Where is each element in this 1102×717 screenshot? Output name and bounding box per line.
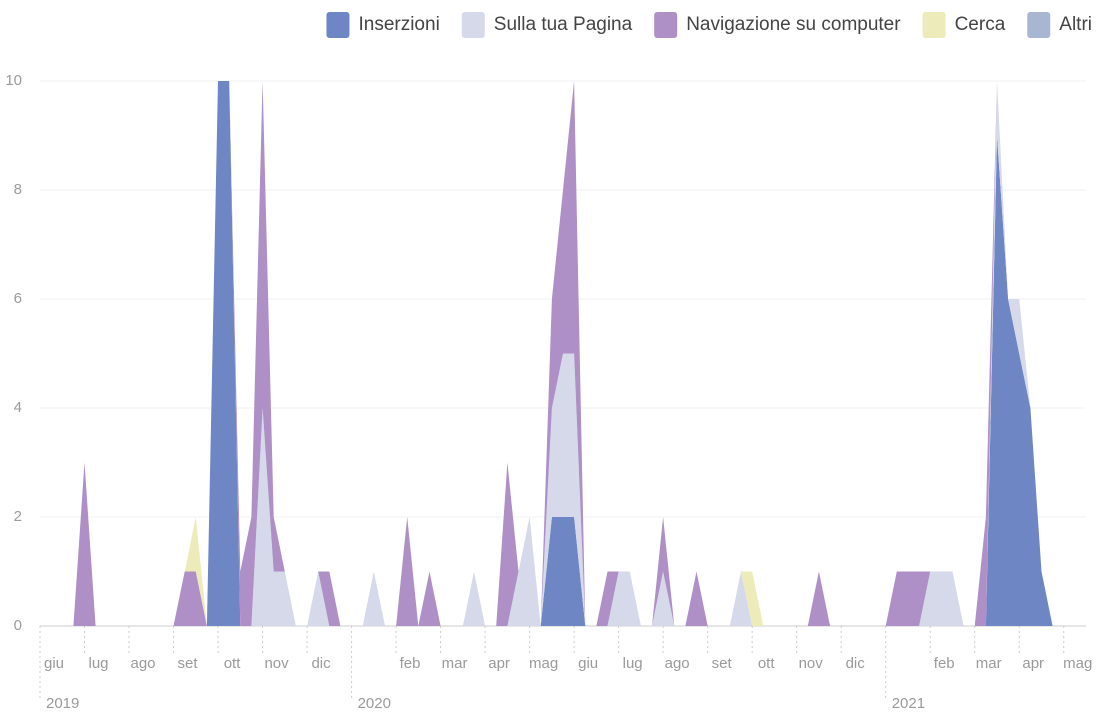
x-tick-label: mar [976, 655, 1002, 672]
legend-label: Altri [1059, 14, 1092, 35]
x-tick-label: feb [934, 655, 955, 672]
x-tick-label: ott [758, 655, 776, 672]
area [40, 81, 1075, 626]
legend-swatch [922, 12, 946, 38]
legend-swatch [1027, 12, 1051, 38]
x-tick-label: dic [311, 655, 331, 672]
legend-label: Sulla tua Pagina [494, 14, 633, 35]
x-tick-label: giu [44, 655, 64, 672]
legend-swatch [654, 12, 678, 38]
x-tick-label: lug [88, 655, 108, 672]
x-tick-label: nov [264, 655, 289, 672]
y-tick-label: 6 [14, 290, 22, 307]
x-tick-label: apr [488, 655, 510, 672]
x-tick-label: set [712, 655, 733, 672]
y-tick-label: 2 [14, 508, 22, 525]
x-tick-label: nov [799, 655, 824, 672]
x-tick-label: apr [1022, 655, 1044, 672]
legend-swatch [326, 12, 350, 38]
x-tick-label: ott [224, 655, 242, 672]
y-tick-label: 0 [14, 617, 22, 634]
x-tick-label: ago [665, 655, 690, 672]
year-label: 2019 [46, 695, 79, 712]
y-tick-label: 4 [14, 399, 22, 416]
legend-label: Navigazione su computer [686, 14, 901, 35]
x-tick-label: mag [1063, 655, 1092, 672]
year-label: 2021 [892, 695, 925, 712]
legend-swatch [461, 12, 485, 38]
x-tick-label: mar [442, 655, 468, 672]
x-tick-label: mag [529, 655, 558, 672]
x-tick-label: dic [846, 655, 866, 672]
legend-label: Cerca [955, 14, 1006, 35]
x-tick-label: ago [131, 655, 156, 672]
y-tick-label: 10 [5, 72, 22, 89]
x-tick-label: lug [623, 655, 643, 672]
x-tick-label: feb [400, 655, 421, 672]
x-tick-label: set [178, 655, 199, 672]
year-label: 2020 [358, 695, 391, 712]
y-tick-label: 8 [14, 181, 22, 198]
x-tick-label: giu [578, 655, 598, 672]
area [40, 81, 1075, 626]
legend-label: Inserzioni [358, 14, 439, 35]
